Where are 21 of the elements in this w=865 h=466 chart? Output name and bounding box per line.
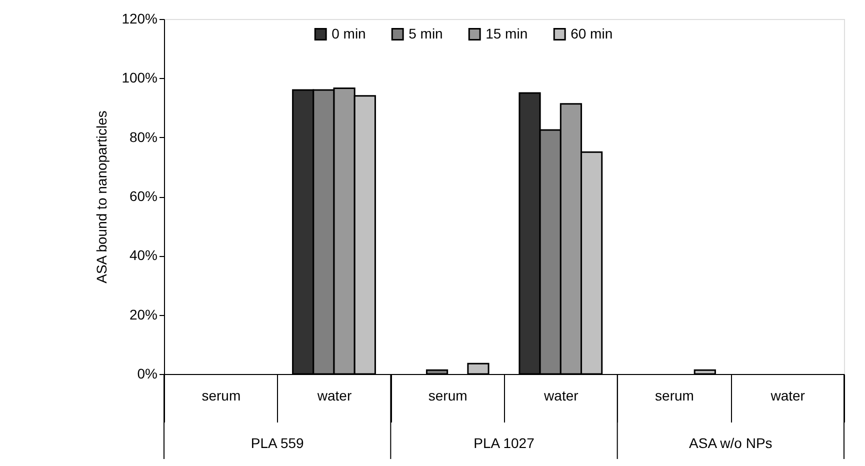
text: PLA 1027 bbox=[474, 435, 535, 451]
y-tick-label: 80% bbox=[129, 128, 158, 145]
x-tick-label: water bbox=[770, 388, 806, 404]
x-tick-label: serum bbox=[428, 388, 468, 404]
y-tick-label: 20% bbox=[129, 306, 158, 322]
x-tick-label: serum bbox=[202, 388, 241, 404]
legend-label: 0 min bbox=[332, 25, 366, 42]
y-tick-label: 60% bbox=[129, 188, 158, 204]
legend-label: 60 min bbox=[570, 25, 613, 42]
x-tick-label: water bbox=[316, 388, 352, 404]
text: ASA w/o NPs bbox=[689, 435, 772, 451]
text: PLA 559 bbox=[250, 435, 304, 451]
y-axis-title: ASA bound to nanoparticles bbox=[94, 110, 110, 284]
y-tick-label: 100% bbox=[122, 70, 158, 86]
x-tick-label: serum bbox=[655, 388, 694, 404]
legend-label: 15 min bbox=[486, 25, 528, 42]
y-tick-label: 0% bbox=[137, 366, 158, 382]
legend-label: 5 min bbox=[408, 25, 443, 42]
y-tick-label: 120% bbox=[122, 10, 158, 26]
x-tick-label: water bbox=[543, 388, 579, 404]
y-tick-label: 40% bbox=[129, 247, 158, 264]
